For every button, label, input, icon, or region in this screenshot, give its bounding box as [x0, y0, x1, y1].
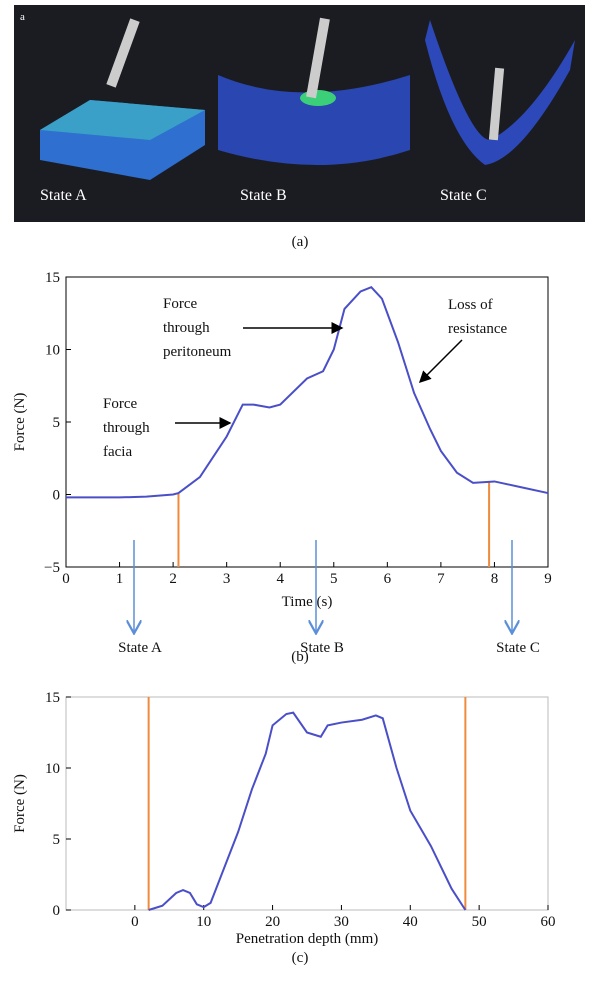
- x-tick-label: 9: [544, 571, 552, 587]
- annotation: Force: [103, 396, 137, 412]
- x-tick-label: 6: [384, 571, 392, 587]
- annotation: through: [103, 420, 150, 436]
- state-label: State C: [496, 640, 540, 656]
- x-tick-label: 60: [541, 914, 556, 930]
- needle: [488, 67, 505, 141]
- annotation: Loss of: [448, 297, 493, 313]
- y-axis-label: Force (N): [12, 393, 28, 452]
- state-label: State C: [440, 187, 487, 204]
- state-label: State A: [40, 187, 87, 204]
- caption: (b): [291, 649, 309, 665]
- y-tick-label: 10: [45, 343, 60, 359]
- y-tick-label: 0: [53, 488, 61, 504]
- annotation: through: [163, 320, 210, 336]
- y-tick-label: 10: [45, 761, 60, 777]
- caption: (c): [292, 950, 309, 966]
- x-tick-label: 30: [334, 914, 349, 930]
- hot-spot: [300, 90, 336, 106]
- x-tick-label: 3: [223, 571, 231, 587]
- block-a-top: [40, 100, 205, 140]
- force-line: [66, 285, 549, 499]
- y-tick-label: 5: [53, 832, 61, 848]
- x-tick-label: 20: [265, 914, 280, 930]
- panel-a: a State A State B State C (a): [14, 5, 585, 250]
- y-axis-label: Force (N): [12, 774, 28, 833]
- force-line: [148, 711, 467, 911]
- x-tick-label: 40: [403, 914, 418, 930]
- x-tick-label: 7: [437, 571, 445, 587]
- y-tick-label: 15: [45, 690, 60, 706]
- y-tick-label: 15: [45, 270, 60, 286]
- y-tick-label: 5: [53, 415, 61, 431]
- plot-frame: [65, 696, 549, 911]
- annotation: facia: [103, 444, 132, 460]
- state-label: State B: [240, 187, 287, 204]
- state-label: State B: [300, 640, 344, 656]
- block-b: [218, 75, 410, 165]
- x-axis-label: Time (s): [282, 594, 333, 610]
- x-tick-label: 8: [491, 571, 499, 587]
- y-tick-label: −5: [44, 560, 60, 576]
- y-tick-label: 0: [53, 903, 61, 919]
- x-tick-label: 50: [472, 914, 487, 930]
- annotation: peritoneum: [163, 344, 232, 360]
- annotation-arrow: [418, 339, 463, 384]
- x-tick-label: 2: [169, 571, 177, 587]
- needle: [106, 18, 140, 88]
- annotation: Force: [163, 296, 197, 312]
- x-tick-label: 0: [62, 571, 70, 587]
- caption: (a): [292, 234, 309, 250]
- block-c: [425, 20, 575, 165]
- x-axis-label: Penetration depth (mm): [236, 931, 378, 947]
- x-tick-label: 1: [116, 571, 124, 587]
- needle: [306, 17, 330, 99]
- panel-tag: a: [20, 11, 25, 23]
- state-label: State A: [118, 640, 162, 656]
- x-tick-label: 4: [276, 571, 284, 587]
- x-tick-label: 0: [131, 914, 139, 930]
- x-tick-label: 10: [196, 914, 211, 930]
- x-tick-label: 5: [330, 571, 338, 587]
- annotation: resistance: [448, 321, 507, 337]
